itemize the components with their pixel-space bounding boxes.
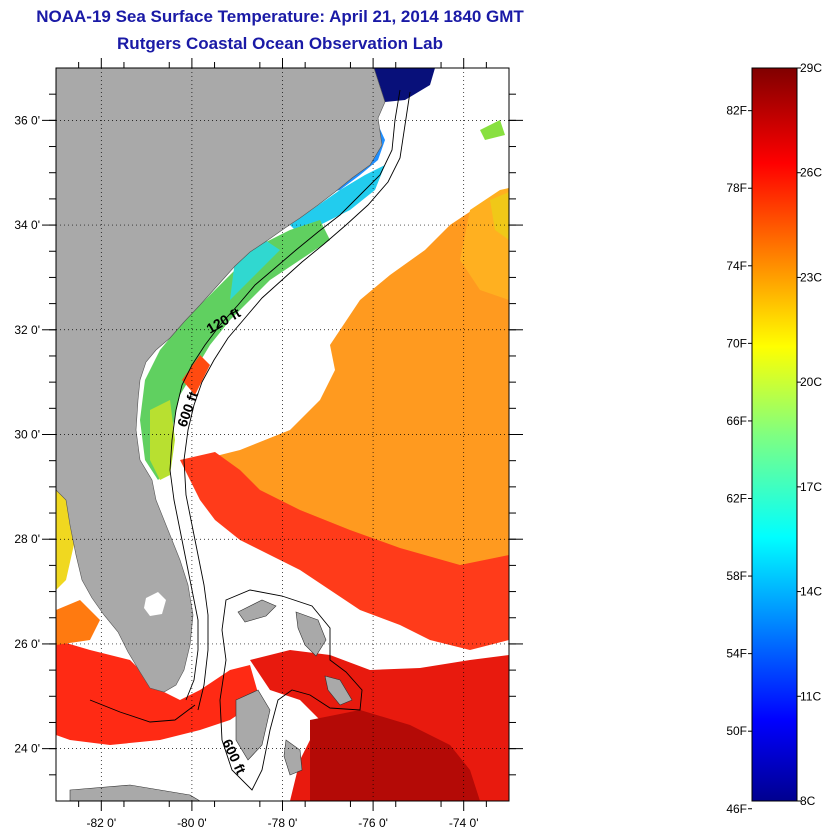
- lat-tick-label: 34 0': [14, 218, 40, 232]
- colorbar-c-label: 11C: [800, 689, 821, 703]
- colorbar-f-label: 46F: [726, 802, 747, 815]
- colorbar-c-label: 29C: [800, 61, 822, 75]
- colorbar-c-label: 26C: [800, 166, 822, 180]
- colorbar-c-label: 14C: [800, 585, 822, 599]
- lat-tick-label: 28 0': [14, 532, 40, 546]
- colorbar-c-label: 17C: [800, 480, 822, 494]
- map-title: NOAA-19 Sea Surface Temperature: April 2…: [36, 7, 524, 26]
- axis-ticks: [42, 58, 523, 811]
- map-layers: [56, 68, 509, 801]
- lon-tick-label: -78 0': [268, 816, 298, 830]
- lat-tick-label: 26 0': [14, 637, 40, 651]
- colorbar-f-label: 66F: [726, 414, 747, 428]
- lat-tick-label: 32 0': [14, 323, 40, 337]
- colorbar-c-label: 20C: [800, 375, 822, 389]
- contour-600ft: [183, 91, 411, 711]
- colorbar-c-label: 8C: [800, 794, 816, 808]
- land-eleuthera: [324, 675, 353, 706]
- colorbar-c-label: 23C: [800, 270, 822, 284]
- lat-tick-label: 30 0': [14, 428, 40, 442]
- lon-tick-label: -80 0': [177, 816, 207, 830]
- lake-okeechobee: [144, 592, 166, 616]
- map-subtitle: Rutgers Coastal Ocean Observation Lab: [117, 34, 443, 53]
- colorbar-f-label: 70F: [726, 336, 747, 350]
- sst-deep-blue-north: [374, 68, 435, 102]
- colorbar-f-label: 78F: [726, 181, 747, 195]
- colorbar-f-label: 50F: [726, 724, 747, 738]
- contour-120ft: [169, 89, 401, 701]
- sst-deep-red: [310, 710, 480, 801]
- colorbar-f-label: 82F: [726, 104, 747, 118]
- land-abaco: [295, 611, 327, 657]
- lon-tick-label: -74 0': [449, 816, 479, 830]
- lon-tick-label: -76 0': [358, 816, 388, 830]
- colorbar-fahrenheit-labels: 82F 78F 74F 70F 66F 62F 58F 54F 50F 46F: [726, 104, 752, 815]
- sst-shelf-cyan: [290, 165, 385, 235]
- axis-tick-labels: 36 0' 34 0' 32 0' 30 0' 28 0' 26 0' 24 0' -82 0…: [14, 113, 478, 830]
- contour-florida-keys: [89, 699, 196, 723]
- sst-gulf-orange: [56, 600, 100, 645]
- land-grand-bahama: [237, 599, 277, 623]
- temperature-colorbar: 82F 78F 74F 70F 66F 62F 58F 54F 50F 46F 29C 26C 23C…: [726, 61, 822, 815]
- lat-tick-label: 36 0': [14, 113, 40, 127]
- land-cuba-edge: [69, 784, 201, 801]
- colorbar-celsius-labels: 29C 26C 23C 20C 17C 14C 11C 8C: [797, 61, 822, 808]
- sst-offshore-orange: [200, 195, 509, 580]
- colorbar-f-label: 74F: [726, 259, 747, 273]
- contour-bahamas-bank: [219, 589, 363, 791]
- colorbar-f-label: 62F: [726, 491, 747, 505]
- colorbar-f-label: 54F: [726, 647, 747, 661]
- colorbar-gradient: [751, 67, 798, 802]
- lon-tick-label: -82 0': [86, 816, 116, 830]
- sst-offshore-yellow: [490, 192, 509, 240]
- sst-red-patch-georgia: [182, 355, 210, 395]
- sst-straits-red: [56, 640, 260, 745]
- sst-shelf-yellowgreen: [150, 400, 175, 480]
- lat-tick-label: 24 0': [14, 742, 40, 756]
- land-andros: [235, 689, 271, 761]
- sst-shelf-green-ne: [480, 120, 505, 140]
- colorbar-f-label: 58F: [726, 569, 747, 583]
- sst-gulfstream-red: [180, 452, 509, 650]
- land-southeast-us: [56, 68, 386, 693]
